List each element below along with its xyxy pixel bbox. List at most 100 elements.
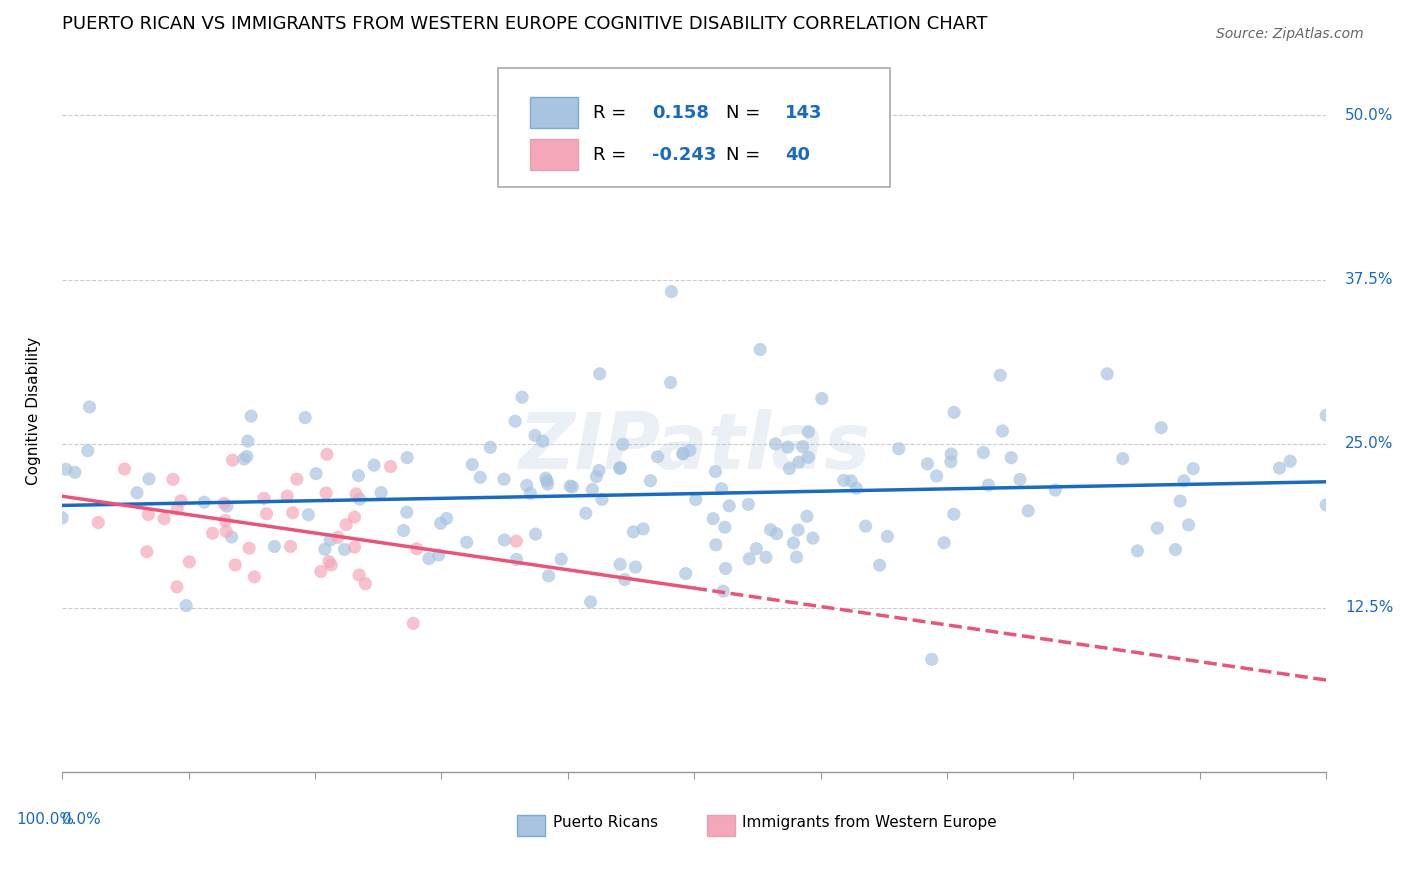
Point (153, 512, 176, 526)
Point (395, 505, 418, 519)
Point (749, 343, 772, 357)
Point (711, 584, 734, 599)
Point (591, 492, 613, 507)
Point (534, 471, 557, 485)
Point (51, 511, 73, 525)
Point (782, 536, 804, 550)
Point (560, 479, 582, 493)
Point (392, 524, 415, 538)
Point (318, 555, 340, 569)
Text: -0.243: -0.243 (652, 145, 717, 163)
Point (136, 508, 159, 522)
Point (215, 499, 238, 513)
Point (179, 555, 201, 569)
Point (845, 481, 868, 495)
Point (977, 478, 1000, 492)
Point (792, 440, 814, 454)
Point (294, 410, 316, 425)
Point (1112, 451, 1135, 466)
Point (524, 527, 547, 541)
Point (333, 542, 356, 557)
Text: Puerto Ricans: Puerto Ricans (553, 815, 658, 830)
Point (588, 464, 610, 478)
Point (869, 558, 891, 573)
Point (470, 470, 492, 484)
Point (855, 519, 877, 533)
Point (316, 447, 339, 461)
Point (456, 535, 478, 549)
Text: Source: ZipAtlas.com: Source: ZipAtlas.com (1216, 27, 1364, 41)
Point (609, 558, 631, 572)
Point (285, 472, 308, 486)
Point (221, 453, 243, 467)
Point (796, 509, 818, 524)
Text: 50.0%: 50.0% (1346, 108, 1393, 123)
Point (1315, 409, 1337, 423)
Point (166, 502, 188, 516)
Point (224, 558, 246, 572)
Point (319, 533, 342, 547)
Text: Immigrants from Western Europe: Immigrants from Western Europe (742, 815, 997, 830)
Point (659, 376, 682, 390)
Point (427, 548, 450, 562)
Point (221, 530, 243, 544)
Point (335, 517, 357, 532)
Point (238, 541, 260, 556)
Point (1182, 461, 1205, 475)
Point (1146, 521, 1168, 535)
Point (621, 524, 644, 539)
Text: 40: 40 (785, 145, 810, 163)
Point (418, 551, 440, 566)
Point (174, 599, 197, 613)
Point (704, 465, 727, 479)
FancyBboxPatch shape (530, 97, 578, 128)
Point (714, 561, 737, 575)
Text: 0.158: 0.158 (652, 103, 710, 121)
Point (704, 538, 727, 552)
Point (1017, 504, 1039, 518)
Point (135, 545, 157, 559)
Point (505, 534, 527, 549)
Point (1164, 542, 1187, 557)
Text: N =: N = (725, 145, 766, 163)
Point (647, 450, 669, 464)
Text: 25.0%: 25.0% (1346, 436, 1393, 451)
Text: ZIPatlas: ZIPatlas (517, 409, 870, 485)
Point (939, 455, 962, 469)
Y-axis label: Cognitive Disability: Cognitive Disability (27, 337, 41, 485)
Point (941, 447, 963, 461)
Point (240, 409, 263, 424)
Point (405, 541, 427, 556)
Point (778, 461, 800, 475)
Point (494, 533, 516, 547)
Point (624, 560, 647, 574)
Point (55, 462, 77, 476)
Point (776, 440, 799, 454)
Point (370, 485, 392, 500)
Point (280, 539, 302, 553)
Point (672, 447, 695, 461)
Point (685, 492, 707, 507)
Point (87, 516, 110, 530)
Point (396, 450, 419, 465)
Point (1168, 494, 1191, 508)
Point (461, 458, 484, 472)
Point (166, 580, 188, 594)
Point (253, 491, 276, 506)
Point (236, 434, 259, 449)
Text: R =: R = (593, 145, 633, 163)
Point (344, 487, 367, 501)
Point (943, 405, 966, 419)
Point (349, 492, 371, 507)
Point (737, 497, 759, 511)
Point (718, 499, 741, 513)
Point (797, 425, 820, 439)
Text: 100.0%: 100.0% (17, 812, 75, 827)
Point (510, 390, 533, 404)
Point (1268, 461, 1291, 475)
Point (492, 472, 515, 486)
Point (1173, 474, 1195, 488)
Point (942, 508, 965, 522)
Text: 143: 143 (785, 103, 823, 121)
Point (832, 474, 855, 488)
